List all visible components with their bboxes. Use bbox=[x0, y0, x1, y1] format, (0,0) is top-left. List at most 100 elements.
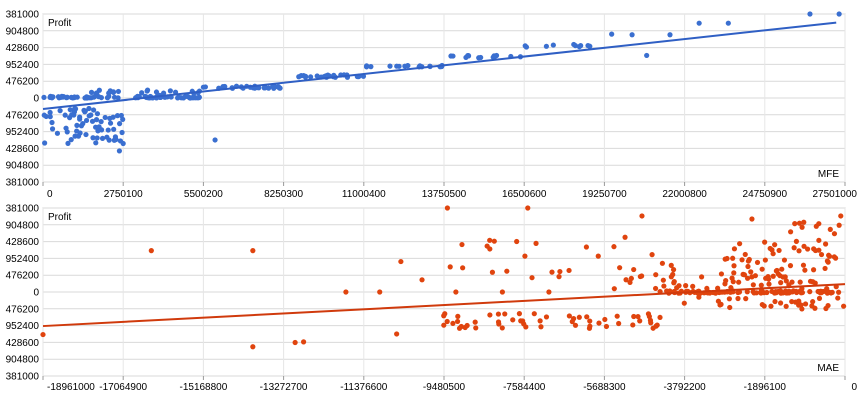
y-tick-label: 476200 bbox=[6, 271, 40, 282]
data-point bbox=[308, 74, 314, 80]
x-tick-label: 13750500 bbox=[422, 189, 467, 200]
data-point bbox=[180, 95, 187, 101]
data-point bbox=[250, 248, 256, 254]
data-point bbox=[787, 263, 794, 269]
data-point bbox=[543, 43, 549, 49]
data-point bbox=[94, 111, 101, 117]
data-point bbox=[556, 274, 562, 280]
data-point bbox=[609, 31, 615, 37]
data-point bbox=[444, 205, 451, 211]
x-tick-label: 11000400 bbox=[342, 189, 386, 200]
data-point bbox=[826, 253, 833, 259]
data-point bbox=[112, 134, 119, 140]
data-point bbox=[538, 324, 544, 330]
data-point bbox=[816, 247, 822, 253]
data-point bbox=[487, 237, 493, 243]
y-tick-label: 0 bbox=[33, 94, 39, 105]
data-point bbox=[566, 267, 572, 274]
data-point bbox=[614, 313, 620, 319]
data-point bbox=[71, 94, 78, 101]
data-point bbox=[735, 295, 741, 302]
data-point bbox=[523, 324, 529, 330]
data-point bbox=[805, 246, 811, 252]
data-point bbox=[810, 299, 816, 305]
data-point bbox=[587, 318, 593, 324]
y-tick-label: 381000 bbox=[6, 204, 40, 215]
data-point bbox=[772, 242, 778, 248]
x-tick-label: -9480500 bbox=[423, 382, 466, 393]
data-point bbox=[670, 267, 677, 273]
data-point bbox=[368, 64, 374, 70]
data-point bbox=[119, 129, 125, 136]
data-point bbox=[797, 279, 803, 285]
data-point bbox=[300, 339, 307, 345]
y-tick-label: 428600 bbox=[6, 338, 40, 349]
data-point bbox=[740, 271, 746, 277]
data-point bbox=[627, 279, 633, 286]
data-point bbox=[704, 285, 710, 292]
data-point bbox=[105, 127, 111, 133]
data-point bbox=[41, 112, 47, 118]
data-point bbox=[783, 303, 789, 309]
data-point bbox=[750, 282, 756, 288]
y-tick-label: 904800 bbox=[6, 220, 40, 231]
data-point bbox=[250, 344, 256, 350]
data-point bbox=[761, 290, 767, 296]
data-point bbox=[107, 115, 113, 121]
data-point bbox=[453, 289, 459, 295]
data-point bbox=[661, 283, 667, 289]
data-point bbox=[90, 135, 96, 141]
data-point bbox=[749, 216, 755, 222]
data-point bbox=[120, 140, 126, 147]
data-point bbox=[514, 238, 520, 245]
data-point bbox=[696, 294, 702, 300]
data-point bbox=[668, 262, 674, 268]
data-point bbox=[387, 63, 393, 69]
data-point bbox=[811, 246, 817, 252]
data-point bbox=[789, 279, 795, 285]
data-point bbox=[602, 316, 608, 323]
data-point bbox=[791, 245, 797, 251]
data-point bbox=[111, 126, 117, 132]
data-point bbox=[65, 140, 71, 146]
y-tick-label: 476200 bbox=[6, 110, 40, 121]
data-point bbox=[766, 281, 772, 287]
data-point bbox=[595, 253, 601, 259]
data-point bbox=[144, 88, 150, 94]
data-point bbox=[584, 314, 590, 320]
data-point bbox=[731, 270, 737, 276]
data-point bbox=[537, 318, 543, 324]
data-point bbox=[792, 221, 798, 227]
data-point bbox=[725, 20, 731, 26]
y-tick-label: 476200 bbox=[6, 77, 40, 88]
data-point bbox=[108, 88, 114, 95]
chart-panel-1: 381000 904800 428600 952400 476200 0 476200 952… bbox=[6, 204, 858, 394]
data-point bbox=[444, 318, 450, 325]
data-point bbox=[690, 283, 696, 289]
x-tick-label: 19250700 bbox=[582, 189, 627, 200]
data-point bbox=[185, 94, 192, 100]
data-point bbox=[93, 124, 99, 130]
data-point bbox=[71, 112, 77, 118]
data-point bbox=[441, 322, 447, 328]
data-point bbox=[769, 288, 775, 295]
data-point bbox=[491, 238, 497, 244]
x-axis-title: MFE bbox=[818, 169, 839, 180]
data-point bbox=[776, 247, 782, 254]
data-point bbox=[459, 241, 465, 248]
data-point bbox=[458, 323, 464, 330]
data-point bbox=[64, 94, 70, 100]
data-point bbox=[683, 283, 689, 289]
data-point bbox=[518, 318, 524, 324]
y-tick-label: 952400 bbox=[6, 127, 40, 138]
data-point bbox=[448, 53, 454, 59]
data-point bbox=[836, 222, 842, 228]
data-point bbox=[736, 289, 743, 295]
data-point bbox=[772, 298, 778, 305]
data-point bbox=[478, 54, 484, 61]
x-tick-label: -5688300 bbox=[583, 382, 626, 393]
data-point bbox=[731, 246, 738, 252]
x-tick-label: 27501000 bbox=[813, 189, 858, 200]
data-point bbox=[68, 137, 74, 143]
